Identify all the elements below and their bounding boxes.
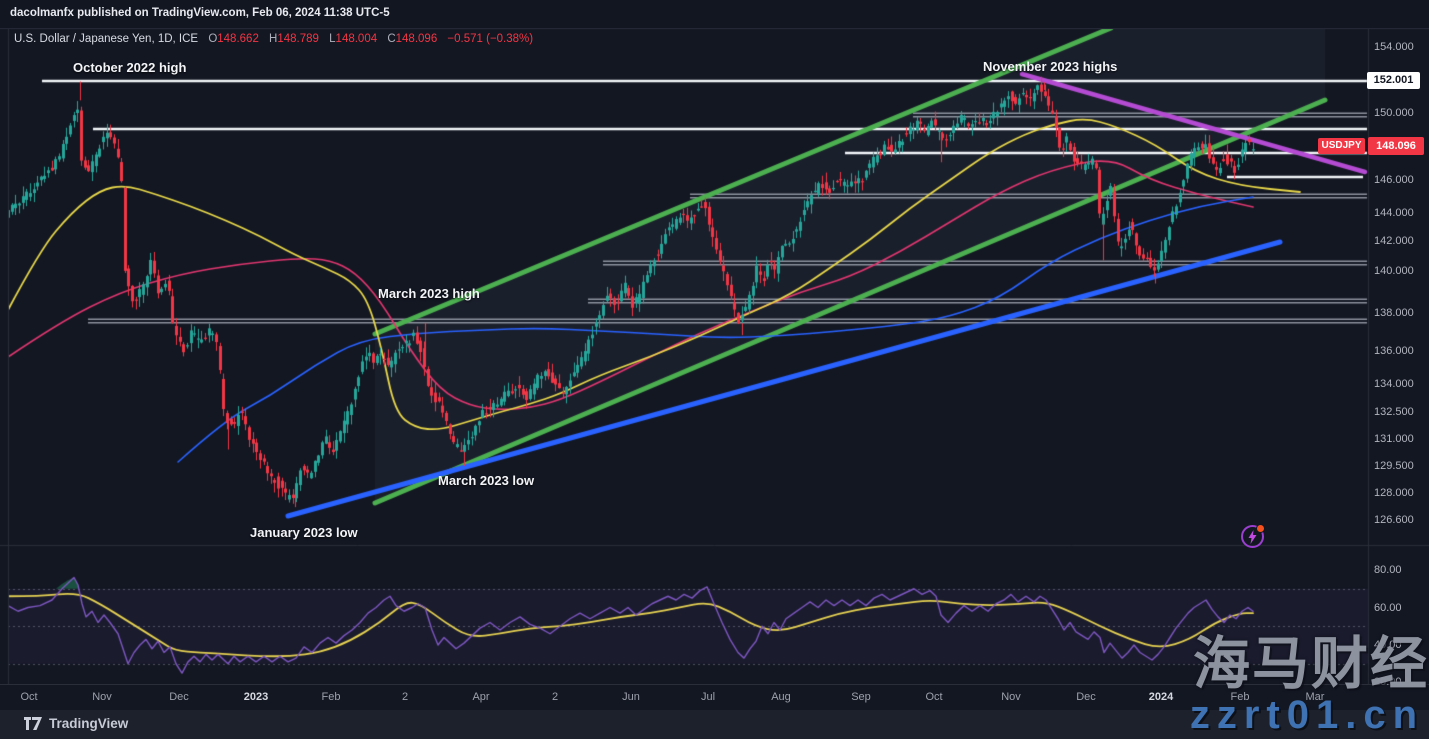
ohlc-open-key: O — [208, 33, 218, 45]
time-axis-label: Mar — [1305, 691, 1325, 703]
price-axis-label: 140.000 — [1374, 265, 1414, 277]
watermark-url: zzrt01.cn — [1189, 693, 1424, 737]
chart-annotation[interactable]: March 2023 high — [378, 286, 480, 301]
last-price-tag: 148.096 — [1368, 137, 1424, 155]
time-axis-label: Jun — [622, 691, 640, 703]
time-axis-label: 2023 — [243, 691, 269, 703]
time-axis-label: Oct — [20, 691, 38, 703]
ohlc-close-key: C — [387, 33, 396, 45]
chart-annotation[interactable]: October 2022 high — [73, 60, 187, 75]
time-axis-label: Feb — [321, 691, 341, 703]
time-axis-label: Nov — [92, 691, 112, 703]
ohlc-open-value: 148.662 — [217, 33, 259, 45]
ohlc-low-key: L — [329, 33, 336, 45]
symbol-title[interactable]: U.S. Dollar / Japanese Yen, 1D, ICE — [14, 33, 199, 45]
ohlc-low-value: 148.004 — [335, 33, 378, 45]
lightning-bolt-glyph — [1248, 529, 1257, 544]
tradingview-brand-label: TradingView — [49, 716, 129, 731]
chart-annotation[interactable]: March 2023 low — [438, 473, 535, 488]
price-axis-label: 154.000 — [1374, 41, 1414, 53]
usdjpy-symbol-tag: USDJPY — [1318, 138, 1365, 154]
time-axis-label: 2024 — [1148, 691, 1174, 703]
price-axis-label: 132.500 — [1374, 406, 1414, 418]
price-axis-label: 129.500 — [1374, 460, 1414, 472]
time-axis-label: Feb — [1230, 691, 1250, 703]
publisher-text: dacolmanfx published on TradingView.com,… — [10, 7, 390, 19]
ohlc-high-value: 148.789 — [277, 33, 319, 45]
price-axis-label: 150.000 — [1374, 107, 1414, 119]
lightning-icon[interactable] — [1241, 524, 1265, 548]
tradingview-logo-icon — [24, 716, 42, 730]
symbol-legend[interactable]: U.S. Dollar / Japanese Yen, 1D, ICE O148… — [14, 33, 533, 45]
time-axis-label: Oct — [925, 691, 943, 703]
time-axis-label: Jul — [700, 691, 716, 703]
time-axis-label: Sep — [851, 691, 871, 703]
price-axis-label: 138.000 — [1374, 307, 1414, 319]
ohlc-high-key: H — [269, 33, 278, 45]
time-axis-label: Aug — [771, 691, 791, 703]
watermark-chinese: 海马财经 — [1193, 632, 1429, 696]
price-axis-label: 142.000 — [1374, 235, 1414, 247]
chart-annotation[interactable]: November 2023 highs — [983, 59, 1118, 74]
price-axis-label: 20.00 — [1374, 676, 1402, 688]
price-axis-label: 136.000 — [1374, 345, 1414, 357]
price-axis-label: 128.000 — [1374, 487, 1414, 499]
price-axis[interactable]: 154.000 150.000 146.000 144.000 142.000 140.0… — [1368, 28, 1429, 688]
price-axis-label: 146.000 — [1374, 174, 1414, 186]
time-axis-label: Dec — [169, 691, 189, 703]
time-axis-label: 2 — [401, 691, 409, 703]
price-axis-label: 60.00 — [1374, 602, 1402, 614]
price-axis-label: 80.00 — [1374, 564, 1402, 576]
price-axis-label: 131.000 — [1374, 433, 1414, 445]
time-axis-label: Apr — [472, 691, 490, 703]
level-price-tag: 152.001 — [1367, 72, 1420, 89]
ohlc-close-value: 148.096 — [395, 33, 438, 45]
chart-annotation[interactable]: January 2023 low — [250, 525, 358, 540]
time-axis-label: 2 — [551, 691, 559, 703]
price-axis-label: 40.00 — [1374, 639, 1402, 651]
price-axis-label: 134.000 — [1374, 378, 1414, 390]
price-axis-label: 126.600 — [1374, 514, 1414, 526]
time-axis-label: Nov — [1001, 691, 1021, 703]
tradingview-brand[interactable]: TradingView — [24, 716, 128, 731]
publisher-bar: dacolmanfx published on TradingView.com,… — [0, 0, 1429, 29]
time-axis-label: Dec — [1076, 691, 1096, 703]
time-axis[interactable]: Oct Nov Dec 2023 Feb 2 Apr 2 Jun Jul Aug Sep Oct Nov D… — [0, 684, 1429, 711]
change-value: −0.571 (−0.38%) — [447, 33, 534, 45]
price-axis-label: 144.000 — [1374, 207, 1414, 219]
footer-bar: TradingView — [0, 710, 1429, 739]
